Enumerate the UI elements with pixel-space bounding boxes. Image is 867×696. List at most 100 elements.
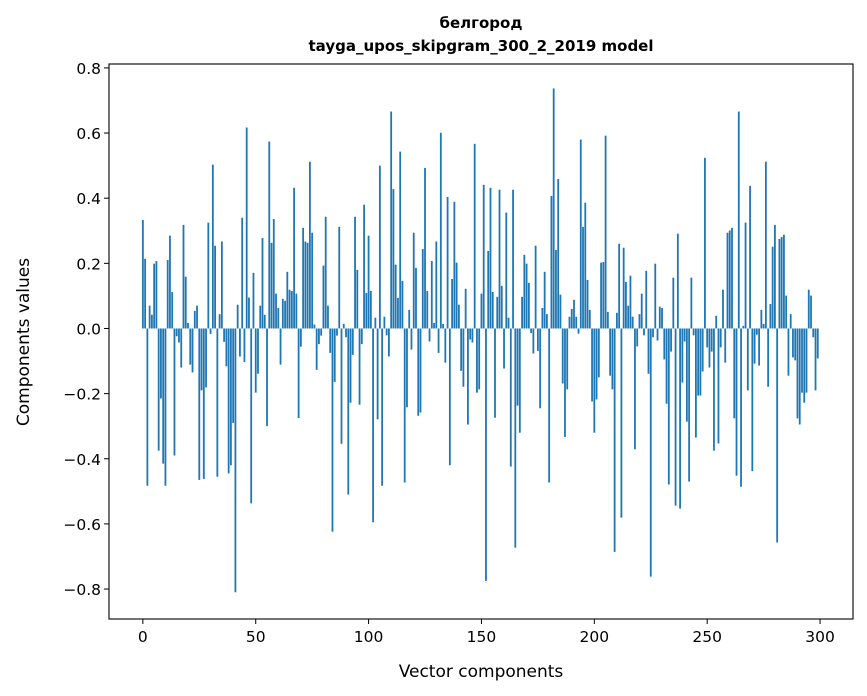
bar-component-4: [150, 314, 153, 329]
bar-component-216: [629, 275, 632, 329]
bar-component-294: [805, 328, 808, 393]
bar-component-276: [764, 161, 767, 329]
bar-component-235: [672, 277, 675, 329]
bar-component-43: [239, 328, 241, 357]
bar-component-141: [460, 328, 463, 371]
bar-component-94: [354, 216, 356, 329]
bar-component-44: [241, 217, 244, 329]
bar-component-109: [388, 328, 390, 357]
bar-component-49: [252, 272, 255, 329]
bar-component-227: [654, 263, 657, 329]
plot-frame: [108, 63, 854, 620]
bar-component-19: [184, 276, 187, 329]
bar-component-54: [263, 314, 266, 329]
bar-component-271: [753, 328, 756, 364]
bar-component-117: [406, 328, 408, 408]
bar-component-113: [397, 297, 399, 329]
bar-component-53: [261, 237, 264, 329]
bar-component-290: [796, 328, 799, 419]
bar-component-234: [670, 328, 672, 352]
x-tick-label: 300: [805, 628, 835, 646]
bar-component-161: [505, 212, 508, 329]
bar-component-151: [482, 184, 485, 329]
bar-component-100: [367, 235, 370, 329]
bar-component-183: [555, 249, 557, 329]
bar-component-86: [336, 328, 338, 336]
bar-component-224: [647, 328, 650, 374]
bar-component-259: [726, 232, 729, 329]
bar-component-60: [277, 307, 280, 329]
bar-component-209: [613, 328, 616, 552]
bar-component-256: [719, 328, 722, 348]
bar-component-61: [279, 328, 282, 365]
bar-component-18: [182, 224, 185, 329]
bar-component-261: [731, 227, 733, 329]
bar-component-238: [679, 328, 681, 509]
x-tick-label: 50: [246, 628, 266, 646]
bar-component-195: [582, 226, 584, 329]
bar-component-257: [722, 289, 724, 329]
bar-component-45: [243, 328, 246, 363]
bar-component-52: [259, 305, 262, 329]
bar-component-92: [349, 328, 352, 403]
bar-component-64: [286, 271, 289, 329]
bar-component-20: [187, 322, 189, 329]
bar-component-13: [171, 291, 174, 329]
bar-component-164: [512, 189, 514, 329]
bar-component-110: [390, 111, 393, 329]
bar-component-178: [543, 271, 546, 329]
bar-component-285: [785, 295, 788, 329]
bar-component-264: [737, 111, 740, 329]
bar-component-272: [755, 328, 758, 335]
x-tick-label: 150: [467, 628, 497, 646]
bar-component-84: [331, 328, 334, 532]
bar-component-222: [643, 328, 645, 336]
bar-component-119: [410, 328, 413, 350]
bar-component-194: [579, 139, 582, 329]
bar-component-176: [539, 328, 542, 409]
bar-component-26: [200, 328, 203, 391]
y-axis-ticks: −0.8 −0.6 −0.4 −0.2 0.0 0.2 0.4 0.6 0.8: [63, 60, 109, 599]
bar-component-150: [480, 293, 483, 329]
bar-component-148: [476, 328, 478, 393]
bar-component-250: [706, 328, 709, 348]
bar-component-174: [534, 245, 537, 329]
bar-component-187: [564, 328, 566, 437]
bar-component-104: [376, 328, 379, 420]
y-tick-label: 0.0: [76, 320, 101, 338]
bar-component-204: [602, 262, 605, 329]
bar-component-202: [597, 328, 600, 378]
bar-component-191: [573, 299, 575, 329]
bar-component-80: [322, 265, 325, 329]
bar-component-1: [144, 258, 147, 329]
bar-component-57: [270, 242, 273, 329]
x-tick-label: 100: [354, 628, 384, 646]
bar-component-186: [561, 328, 564, 384]
bar-component-29: [207, 222, 210, 329]
bar-component-74: [308, 161, 311, 329]
bar-component-98: [363, 204, 365, 329]
bar-component-95: [356, 269, 359, 329]
bar-component-207: [609, 328, 612, 376]
bar-component-126: [426, 291, 429, 329]
bar-component-83: [329, 328, 332, 353]
y-tick-label: −0.4: [63, 451, 101, 469]
bar-component-137: [451, 278, 454, 329]
bar-component-55: [266, 328, 268, 427]
bar-component-82: [327, 305, 329, 329]
bar-component-145: [469, 328, 472, 340]
x-tick-label: 0: [138, 628, 148, 646]
bar-component-236: [674, 328, 677, 506]
bar-component-247: [699, 328, 702, 396]
bar-component-190: [570, 308, 573, 329]
bar-component-8: [160, 328, 162, 399]
bar-component-278: [769, 304, 772, 329]
bar-component-274: [760, 309, 763, 329]
bar-component-56: [268, 141, 271, 329]
bar-component-70: [299, 328, 302, 347]
bar-component-33: [216, 328, 219, 477]
bar-component-205: [604, 135, 607, 329]
bar-component-42: [236, 304, 239, 329]
bar-component-7: [157, 328, 160, 451]
bar-component-292: [801, 328, 803, 393]
